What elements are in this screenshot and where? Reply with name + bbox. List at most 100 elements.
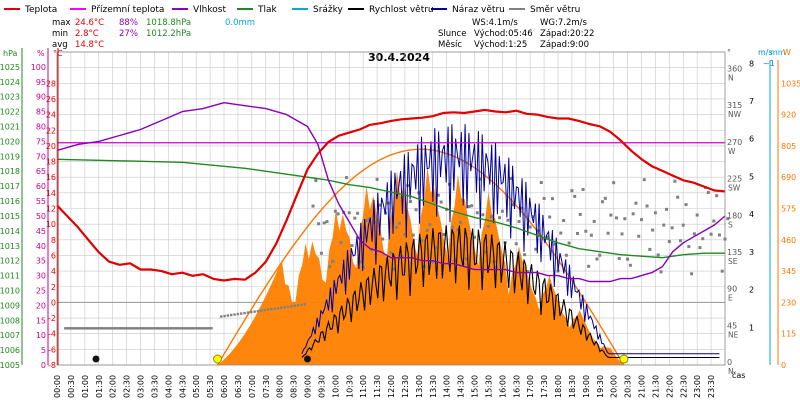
- humidity-line: [56, 102, 726, 283]
- axis-unit-mm: mm: [770, 48, 786, 57]
- wind-direction-point: [126, 327, 129, 330]
- time-tick-label: 07:30: [262, 375, 271, 398]
- axis-tick-pct: 15: [36, 316, 46, 325]
- axis-tick-pct: 30: [36, 272, 46, 281]
- stat-moonset: Západ:9:00: [540, 40, 589, 50]
- wind-direction-point: [595, 257, 599, 261]
- wind-direction-point: [717, 233, 721, 237]
- time-tick-label: 00:00: [53, 375, 62, 398]
- wind-direction-point: [626, 257, 630, 261]
- axis-dir-label: W: [728, 147, 736, 156]
- wind-direction-point: [322, 221, 326, 225]
- axis-tick-hpa: 1015: [0, 212, 20, 221]
- wind-direction-point: [500, 209, 504, 213]
- time-tick-label: 12:30: [401, 375, 410, 398]
- time-tick-label: 16:00: [498, 375, 507, 398]
- wind-direction-point: [651, 228, 655, 232]
- wind-direction-point: [66, 327, 69, 330]
- wind-direction-point: [101, 327, 104, 330]
- wind-direction-point: [190, 327, 194, 330]
- wind-direction-point: [79, 327, 83, 330]
- stat-avg-temp: 14.8°C: [75, 40, 104, 50]
- wind-direction-point: [623, 217, 627, 221]
- stat-max-temp: 24.6°C: [75, 18, 104, 28]
- stat-ws: WS:4.1m/s: [472, 18, 518, 28]
- wind-direction-point: [581, 187, 585, 191]
- wind-direction-point: [698, 246, 702, 250]
- wind-direction-point: [202, 327, 205, 330]
- time-tick-label: 09:30: [317, 375, 326, 398]
- wind-direction-point: [486, 224, 490, 228]
- stat-sun-label: Slunce: [438, 29, 466, 39]
- axis-tick-hpa: 1024: [0, 78, 20, 87]
- wind-direction-point: [439, 200, 443, 204]
- time-tick-label: 13:00: [415, 375, 424, 398]
- wind-direction-point: [159, 327, 163, 330]
- wind-direction-point: [562, 219, 566, 223]
- axis-tick-wm2: 1035: [781, 79, 800, 88]
- wind-direction-point: [336, 212, 340, 216]
- time-tick-label: 18:00: [554, 375, 563, 398]
- wind-direction-point: [534, 247, 538, 251]
- axis-tick-pct: 40: [36, 242, 46, 251]
- wind-direction-point: [350, 244, 354, 248]
- wind-direction-point: [614, 216, 618, 220]
- wind-direction-point: [665, 207, 669, 211]
- axis-tick-wm2: 345: [781, 267, 796, 276]
- wind-direction-point: [459, 220, 463, 224]
- wind-direction-point: [378, 203, 382, 207]
- wind-direction-point: [356, 211, 360, 215]
- stat-max-rain: 0.0mm: [225, 18, 255, 28]
- wind-direction-point: [69, 327, 73, 330]
- axis-tick-wm2: 115: [781, 330, 796, 339]
- wind-direction-point: [77, 327, 81, 330]
- wind-direction-point: [311, 204, 315, 208]
- wind-direction-point: [612, 181, 616, 185]
- axis-tick-degc: -4: [48, 330, 56, 339]
- wind-direction-point: [428, 223, 432, 227]
- axis-tick-ms: 3: [749, 248, 754, 257]
- wind-direction-point: [511, 203, 515, 207]
- wind-direction-point: [328, 265, 332, 269]
- wind-direction-point: [420, 239, 424, 243]
- wind-direction-point: [169, 327, 172, 330]
- sunset-marker: [619, 354, 629, 364]
- wind-direction-point: [659, 270, 663, 274]
- time-tick-label: 10:30: [345, 375, 354, 398]
- wind-direction-point: [319, 251, 323, 255]
- wind-direction-point: [478, 177, 482, 181]
- wind-direction-point: [720, 269, 724, 273]
- wind-direction-point: [116, 327, 120, 330]
- wind-direction-point: [514, 242, 518, 246]
- axis-tick-deg: 45: [727, 321, 737, 330]
- wind-direction-point: [153, 327, 157, 330]
- wind-direction-point: [226, 314, 230, 317]
- wind-direction-point: [520, 206, 524, 210]
- legend-label: Tlak: [257, 5, 278, 15]
- axis-tick-wm2: 230: [781, 298, 796, 307]
- wind-direction-point: [192, 327, 196, 330]
- axis-tick-ms: 1: [749, 323, 754, 332]
- time-tick-label: 23:30: [707, 375, 716, 398]
- time-tick-label: 03:00: [137, 375, 146, 398]
- wind-direction-point: [144, 327, 147, 330]
- wind-direction-point: [198, 327, 201, 330]
- time-tick-label: 01:30: [95, 375, 104, 398]
- wind-direction-point: [208, 327, 211, 330]
- wind-direction-point: [587, 264, 591, 268]
- wind-direction-point: [266, 308, 270, 311]
- axis-tick-wm2: 805: [781, 142, 796, 151]
- wind-direction-point: [157, 327, 161, 330]
- wind-direction-point: [173, 327, 176, 330]
- axis-tick-pct: 90: [36, 93, 46, 102]
- pressure-line: [56, 158, 725, 259]
- wind-direction-point: [531, 215, 535, 219]
- wind-direction-point: [589, 233, 593, 237]
- wind-direction-point: [165, 327, 168, 330]
- axis-tick-degc: 14: [46, 189, 56, 198]
- time-tick-label: 05:30: [206, 375, 215, 398]
- axis-unit-hpa: hPa: [3, 49, 18, 58]
- wind-direction-point: [601, 200, 605, 204]
- solar-theoretical-line: [216, 148, 625, 366]
